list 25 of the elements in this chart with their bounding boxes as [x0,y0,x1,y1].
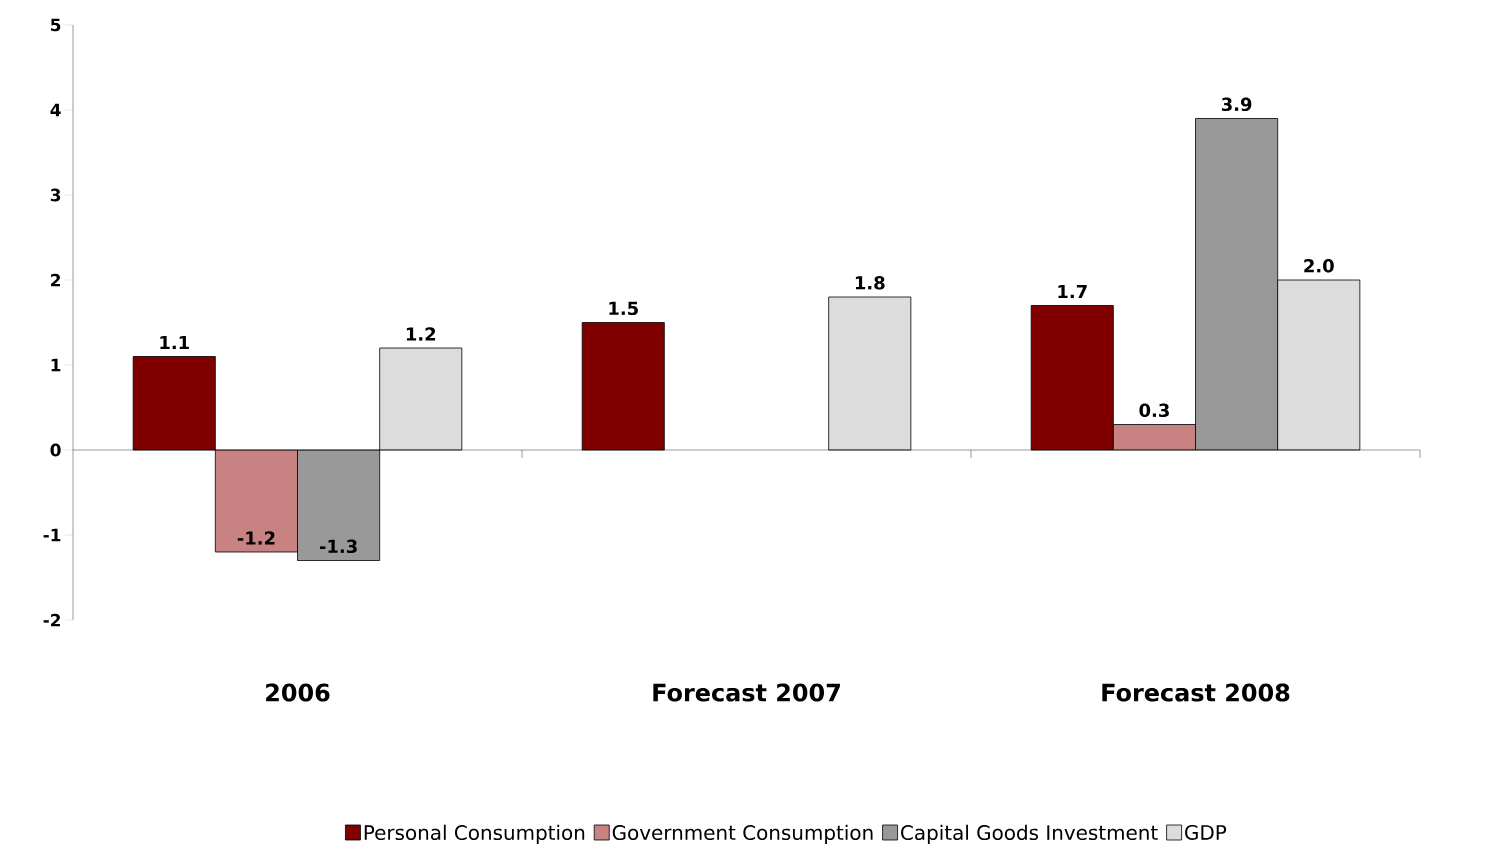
legend-label: Personal Consumption [364,824,585,844]
data-label: 1.8 [855,276,885,290]
legend-label: Capital Goods Investment [901,824,1158,844]
y-tick-label: 1 [51,358,61,372]
x-tick-label: Forecast 2008 [1102,683,1290,702]
y-tick-label: 2 [51,273,61,287]
x-tick-label: Forecast 2007 [653,683,840,702]
data-label: 0.3 [1139,403,1169,418]
data-label: 1.2 [406,327,436,341]
y-tick-label: 3 [50,188,61,202]
data-label: -1.2 [237,531,275,545]
data-label: 1.7 [1058,285,1087,299]
data-label: 1.5 [609,301,638,316]
data-label: 2.0 [1304,259,1334,273]
y-tick-label: -1 [43,528,61,542]
y-tick-label: 0 [50,443,61,457]
x-tick-label: 2006 [266,683,330,702]
y-tick-label: 5 [51,18,61,32]
legend-label: Government Consumption [612,824,873,844]
data-label: 3.9 [1221,97,1252,112]
data-label: -1.3 [319,539,357,554]
y-tick-label: 4 [50,103,61,117]
data-label: 1.1 [160,336,189,350]
y-tick-label: -2 [43,613,61,627]
legend-label: GDP [1185,824,1227,840]
